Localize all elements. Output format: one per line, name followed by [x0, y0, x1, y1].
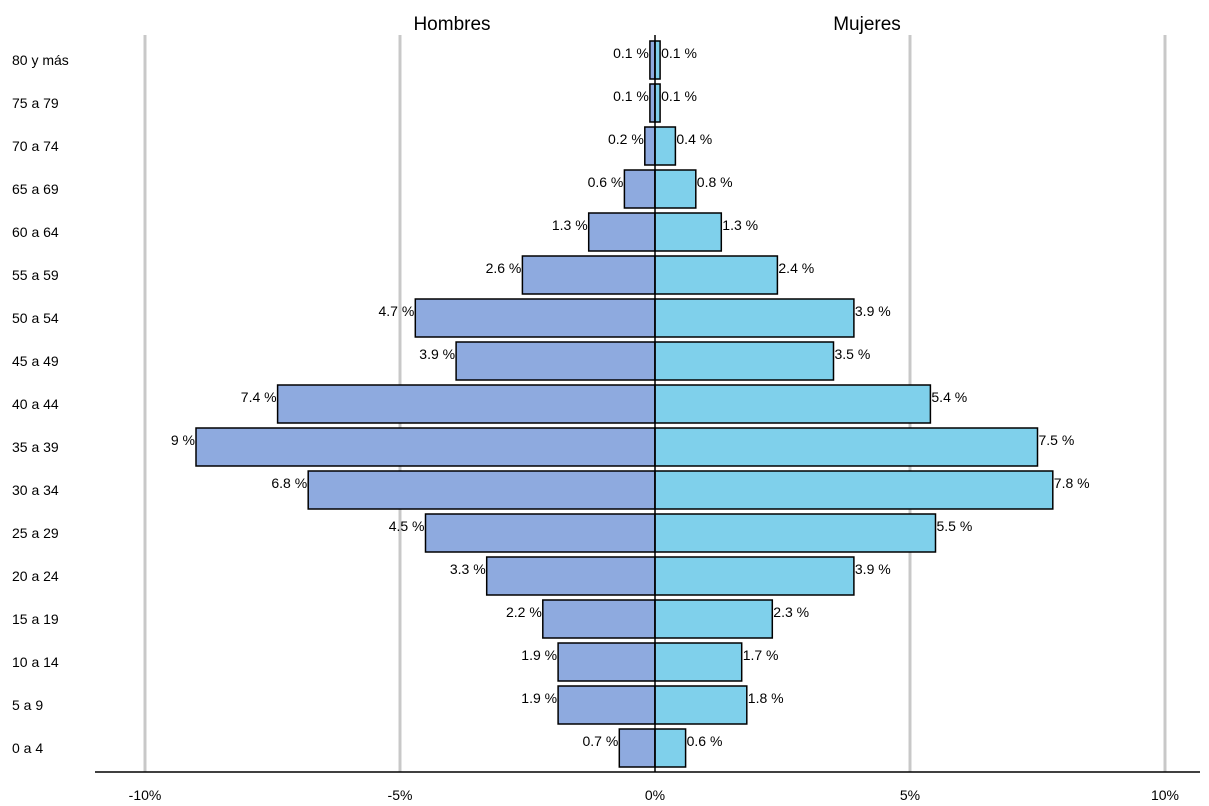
- bar-mujeres: [655, 643, 742, 681]
- data-label-mujeres: 2.3 %: [773, 604, 809, 620]
- data-label-hombres: 4.5 %: [389, 518, 425, 534]
- age-group-label: 5 a 9: [12, 697, 43, 713]
- age-group-labels: 0 a 4 5 a 9 10 a 14 15 a 19 20 a 24 25 a 29 30…: [12, 52, 69, 756]
- data-label-hombres: 4.7 %: [378, 303, 414, 319]
- bar-mujeres: [655, 514, 936, 552]
- bar-hombres: [650, 41, 655, 79]
- data-label-hombres: 0.1 %: [613, 88, 649, 104]
- x-tick-label: 5%: [900, 787, 920, 803]
- bar-mujeres: [655, 342, 834, 380]
- age-group-label: 80 y más: [12, 52, 69, 68]
- data-label-mujeres: 1.3 %: [722, 217, 758, 233]
- data-label-hombres: 3.9 %: [419, 346, 455, 362]
- data-label-mujeres: 3.9 %: [855, 561, 891, 577]
- data-label-hombres: 7.4 %: [241, 389, 277, 405]
- bar-mujeres: [655, 557, 854, 595]
- age-group-label: 20 a 24: [12, 568, 59, 584]
- series-title-hombres: Hombres: [413, 14, 490, 35]
- data-label-mujeres: 0.4 %: [676, 131, 712, 147]
- age-group-label: 55 a 59: [12, 267, 59, 283]
- bars: [196, 41, 1053, 767]
- data-label-mujeres: 0.8 %: [697, 174, 733, 190]
- age-group-label: 50 a 54: [12, 310, 59, 326]
- bar-hombres: [278, 385, 655, 423]
- bar-mujeres: [655, 170, 696, 208]
- bar-mujeres: [655, 256, 777, 294]
- x-tick-label: -10%: [129, 787, 162, 803]
- bar-mujeres: [655, 385, 930, 423]
- bar-mujeres: [655, 428, 1038, 466]
- data-label-mujeres: 2.4 %: [778, 260, 814, 276]
- data-label-hombres: 1.9 %: [521, 690, 557, 706]
- data-label-mujeres: 3.5 %: [835, 346, 871, 362]
- age-group-label: 45 a 49: [12, 353, 59, 369]
- data-label-hombres: 1.3 %: [552, 217, 588, 233]
- data-label-hombres: 2.2 %: [506, 604, 542, 620]
- bar-hombres: [624, 170, 655, 208]
- x-tick-label: 10%: [1151, 787, 1179, 803]
- age-group-label: 10 a 14: [12, 654, 59, 670]
- age-group-label: 40 a 44: [12, 396, 59, 412]
- age-group-label: 70 a 74: [12, 138, 59, 154]
- bar-hombres: [650, 84, 655, 122]
- data-label-mujeres: 3.9 %: [855, 303, 891, 319]
- data-label-hombres: 9 %: [171, 432, 195, 448]
- data-label-hombres: 6.8 %: [271, 475, 307, 491]
- age-group-label: 15 a 19: [12, 611, 59, 627]
- age-group-label: 25 a 29: [12, 525, 59, 541]
- bar-mujeres: [655, 686, 747, 724]
- age-group-label: 65 a 69: [12, 181, 59, 197]
- data-label-mujeres: 0.1 %: [661, 88, 697, 104]
- age-group-label: 30 a 34: [12, 482, 59, 498]
- bar-mujeres: [655, 471, 1053, 509]
- bar-mujeres: [655, 127, 675, 165]
- age-group-label: 35 a 39: [12, 439, 59, 455]
- data-label-mujeres: 0.1 %: [661, 45, 697, 61]
- data-label-mujeres: 1.8 %: [748, 690, 784, 706]
- data-label-mujeres: 1.7 %: [743, 647, 779, 663]
- bar-hombres: [558, 686, 655, 724]
- data-label-mujeres: 5.5 %: [937, 518, 973, 534]
- data-label-hombres: 0.7 %: [582, 733, 618, 749]
- bar-hombres: [196, 428, 655, 466]
- bar-mujeres: [655, 213, 721, 251]
- data-label-hombres: 0.6 %: [588, 174, 624, 190]
- bar-hombres: [308, 471, 655, 509]
- x-tick-label: 0%: [645, 787, 665, 803]
- bar-hombres: [522, 256, 655, 294]
- data-label-mujeres: 7.5 %: [1039, 432, 1075, 448]
- bar-hombres: [426, 514, 656, 552]
- bar-hombres: [619, 729, 655, 767]
- x-tick-label: -5%: [388, 787, 413, 803]
- age-group-label: 60 a 64: [12, 224, 59, 240]
- age-group-label: 0 a 4: [12, 740, 43, 756]
- data-label-hombres: 2.6 %: [486, 260, 522, 276]
- bar-hombres: [456, 342, 655, 380]
- bar-hombres: [543, 600, 655, 638]
- bar-hombres: [589, 213, 655, 251]
- data-label-hombres: 0.2 %: [608, 131, 644, 147]
- data-label-mujeres: 7.8 %: [1054, 475, 1090, 491]
- data-label-hombres: 3.3 %: [450, 561, 486, 577]
- age-group-label: 75 a 79: [12, 95, 59, 111]
- bar-mujeres: [655, 41, 660, 79]
- bar-mujeres: [655, 729, 686, 767]
- bar-hombres: [645, 127, 655, 165]
- bar-hombres: [487, 557, 655, 595]
- bar-mujeres: [655, 600, 772, 638]
- series-title-mujeres: Mujeres: [833, 14, 901, 35]
- data-label-mujeres: 5.4 %: [931, 389, 967, 405]
- bar-mujeres: [655, 84, 660, 122]
- bar-hombres: [558, 643, 655, 681]
- data-label-hombres: 1.9 %: [521, 647, 557, 663]
- data-label-mujeres: 0.6 %: [687, 733, 723, 749]
- data-label-hombres: 0.1 %: [613, 45, 649, 61]
- bar-mujeres: [655, 299, 854, 337]
- bar-hombres: [415, 299, 655, 337]
